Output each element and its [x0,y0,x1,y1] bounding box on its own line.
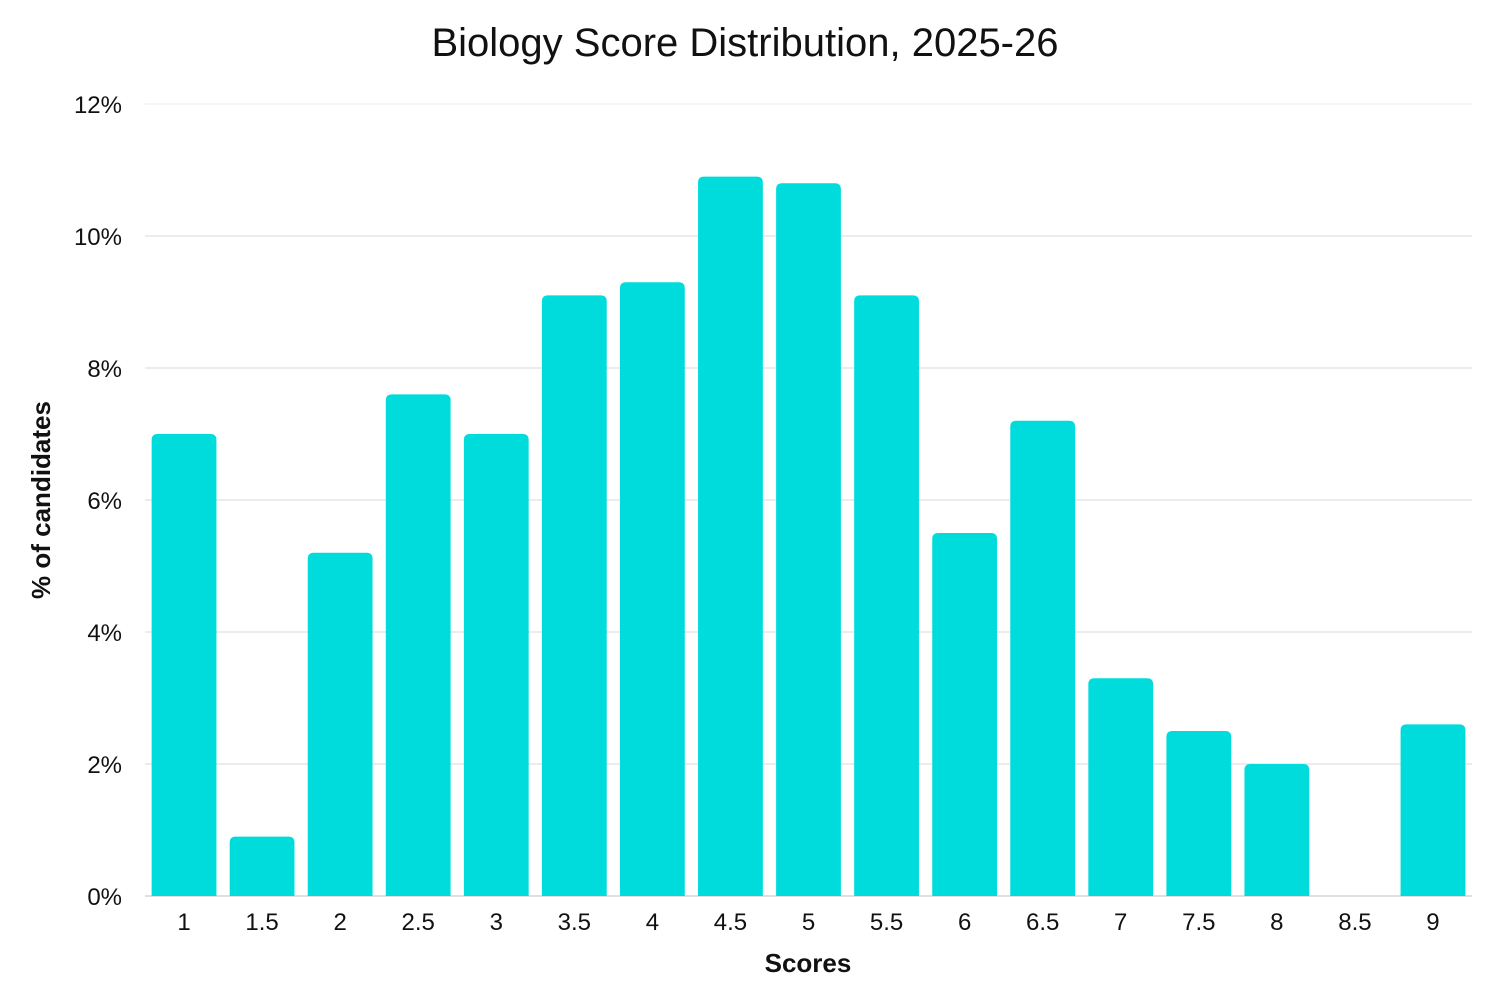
bar-3.5 [541,295,607,896]
x-tick-label: 1.5 [245,909,278,936]
bar-9 [1400,724,1466,896]
x-tick-label: 4.5 [714,909,747,936]
x-tick-label: 9 [1426,909,1439,936]
bar-1 [151,434,217,896]
y-tick-label: 6% [87,488,122,515]
x-tick-label: 7.5 [1182,909,1215,936]
x-tick-label: 2 [333,909,346,936]
bar-8 [1244,764,1310,896]
bar-5 [776,183,841,896]
x-tick-label: 8.5 [1338,909,1371,936]
y-tick-label: 4% [87,620,122,647]
bar-2.5 [385,394,451,896]
x-tick-label: 6 [958,909,971,936]
bar-4.5 [698,176,763,897]
y-tick-label: 8% [87,356,122,383]
bar-7.5 [1166,731,1232,896]
x-axis-ticks: 1 1.5 2 2.5 3 3.5 4 4.5 5 5.5 6 6.5 7 7.5 8 8.5 9 [177,909,1439,936]
bar-6 [932,533,998,896]
x-tick-label: 7 [1114,909,1127,936]
y-tick-label: 12% [74,92,122,119]
bar-6.5 [1010,420,1076,896]
y-tick-label: 2% [87,752,122,779]
x-axis-title: Scores [765,948,852,978]
bar-7 [1088,678,1154,896]
bar-1.5 [229,836,295,896]
bar-4 [619,282,685,896]
x-tick-label: 8 [1270,909,1283,936]
bars [151,176,1466,897]
bar-2 [307,552,373,896]
x-tick-label: 3 [490,909,503,936]
chart-title: Biology Score Distribution, 2025-26 [431,21,1058,65]
y-axis-ticks: 0% 2% 4% 6% 8% 10% 12% [74,92,122,911]
x-tick-label: 2.5 [402,909,435,936]
x-tick-label: 1 [177,909,190,936]
bar-3 [463,434,529,896]
x-tick-label: 4 [646,909,659,936]
y-tick-label: 0% [87,884,122,911]
x-tick-label: 5.5 [870,909,903,936]
x-tick-label: 6.5 [1026,909,1059,936]
y-axis-title: % of candidates [26,401,56,599]
x-tick-label: 5 [802,909,815,936]
y-tick-label: 10% [74,224,122,251]
x-tick-label: 3.5 [558,909,591,936]
bar-5.5 [854,295,919,896]
